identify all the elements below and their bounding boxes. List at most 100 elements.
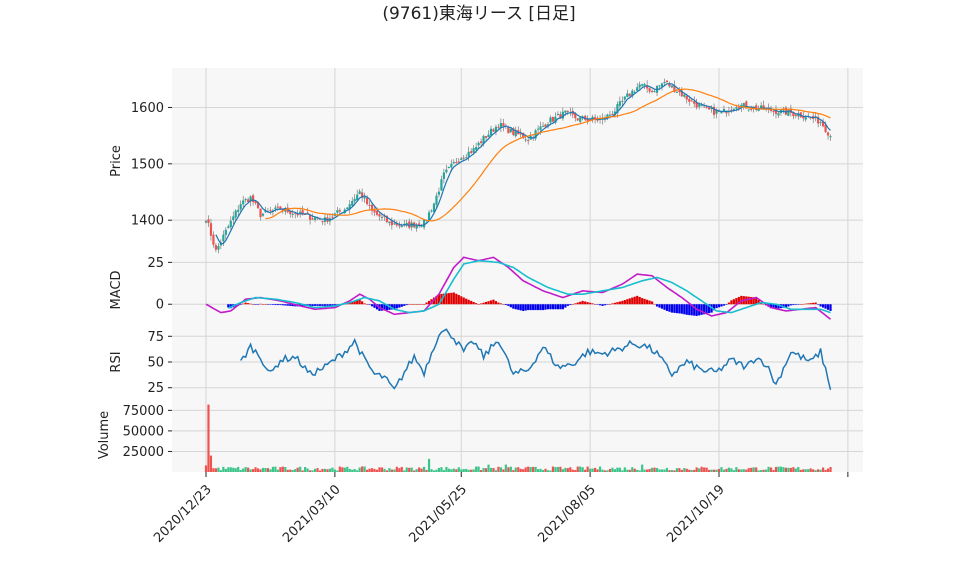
price-candle-down bbox=[370, 204, 374, 211]
volume-bar bbox=[660, 469, 664, 472]
volume-bar bbox=[467, 469, 470, 472]
volume-bar bbox=[782, 467, 785, 472]
price-candle-down bbox=[586, 119, 589, 121]
macd-histogram-bar bbox=[467, 299, 470, 305]
volume-bar bbox=[316, 468, 319, 472]
macd-histogram-bar bbox=[504, 304, 507, 306]
volume-bar bbox=[279, 467, 282, 472]
macd-histogram-bar bbox=[707, 304, 711, 314]
volume-bar bbox=[720, 467, 723, 472]
rsi-y-tick-label: 50 bbox=[147, 356, 164, 371]
volume-bar bbox=[333, 469, 336, 472]
volume-bar bbox=[715, 469, 718, 472]
macd-histogram-bar bbox=[519, 304, 522, 311]
macd-histogram-bar bbox=[777, 304, 780, 309]
macd-histogram-bar bbox=[450, 292, 453, 305]
macd-histogram-bar bbox=[418, 304, 421, 305]
x-tick-label: 2021/03/10 bbox=[280, 482, 344, 546]
volume-bar bbox=[214, 468, 218, 472]
price-candle-up bbox=[336, 210, 339, 213]
volume-bar bbox=[707, 469, 711, 472]
volume-bar bbox=[705, 467, 708, 472]
volume-bar bbox=[703, 467, 706, 472]
macd-histogram-bar bbox=[685, 304, 688, 315]
price-candle-up bbox=[626, 93, 629, 97]
macd-histogram-bar bbox=[693, 304, 696, 316]
volume-bar bbox=[430, 469, 433, 472]
volume-bar bbox=[695, 467, 698, 472]
price-candle-down bbox=[279, 206, 282, 210]
volume-bar bbox=[688, 469, 691, 472]
volume-bar bbox=[455, 469, 458, 472]
volume-bar bbox=[479, 470, 483, 472]
macd-histogram-bar bbox=[239, 304, 242, 305]
volume-bar bbox=[529, 467, 532, 472]
volume-bar bbox=[502, 469, 505, 472]
panel-bg-price bbox=[172, 68, 863, 254]
macd-histogram-bar bbox=[507, 304, 510, 306]
price-candle-down bbox=[817, 116, 820, 124]
macd-histogram-bar bbox=[663, 304, 666, 310]
volume-bar bbox=[440, 467, 443, 472]
macd-histogram-bar bbox=[447, 293, 450, 305]
macd-histogram-bar bbox=[517, 304, 520, 310]
volume-bar bbox=[544, 468, 547, 472]
volume-bar bbox=[395, 466, 398, 472]
volume-bar bbox=[351, 469, 354, 472]
macd-histogram-bar bbox=[821, 304, 825, 308]
price-candle-down bbox=[794, 114, 797, 116]
price-candle-down bbox=[826, 132, 830, 136]
volume-bar bbox=[593, 467, 597, 472]
price-y-tick-label: 1600 bbox=[131, 101, 164, 116]
price-candle-up bbox=[249, 196, 252, 202]
macd-histogram-bar bbox=[489, 300, 493, 305]
macd-histogram-bar bbox=[482, 302, 485, 305]
volume-bar bbox=[740, 469, 743, 472]
macd-histogram-bar bbox=[242, 303, 245, 305]
macd-histogram-bar bbox=[593, 304, 597, 305]
price-candle-down bbox=[484, 136, 488, 138]
macd-histogram-bar bbox=[576, 302, 579, 305]
vol-y-tick-label: 75000 bbox=[123, 404, 164, 419]
price-candle-up bbox=[720, 111, 723, 114]
volume-bar bbox=[569, 467, 572, 472]
price-candle-up bbox=[224, 229, 227, 235]
macd-histogram-bar bbox=[720, 304, 723, 307]
macd-histogram-bar bbox=[680, 304, 683, 314]
price-candle-up bbox=[261, 213, 265, 216]
price-candle-down bbox=[289, 210, 292, 215]
volume-bar bbox=[586, 466, 589, 472]
price-candle-up bbox=[787, 109, 790, 116]
volume-bar bbox=[807, 469, 810, 472]
price-candle-down bbox=[373, 209, 376, 213]
volume-bar bbox=[269, 469, 272, 472]
macd-histogram-bar bbox=[460, 296, 463, 305]
price-candle-down bbox=[650, 90, 654, 92]
price-candle-down bbox=[678, 90, 681, 93]
volume-bar bbox=[712, 469, 716, 472]
volume-bar bbox=[514, 467, 517, 472]
price-candle-up bbox=[363, 197, 366, 199]
macd-histogram-bar bbox=[326, 304, 329, 306]
macd-histogram-bar bbox=[715, 304, 718, 309]
macd-histogram-bar bbox=[323, 304, 327, 306]
volume-bar bbox=[400, 466, 403, 472]
volume-bar bbox=[561, 469, 564, 472]
volume-bar bbox=[750, 467, 753, 472]
panel-bg-macd bbox=[172, 254, 863, 326]
volume-bar bbox=[534, 466, 537, 472]
macd-histogram-bar bbox=[333, 304, 336, 306]
volume-bar bbox=[331, 467, 334, 472]
volume-bar bbox=[435, 469, 438, 472]
price-candle-up bbox=[613, 111, 617, 115]
volume-bar bbox=[487, 464, 490, 472]
macd-histogram-bar bbox=[492, 299, 495, 305]
volume-bar bbox=[670, 470, 674, 472]
price-candle-down bbox=[522, 132, 525, 139]
macd-histogram-bar bbox=[571, 304, 574, 305]
price-candle-up bbox=[234, 210, 237, 218]
price-candle-up bbox=[641, 84, 644, 86]
macd-histogram-bar bbox=[633, 296, 636, 305]
price-candle-up bbox=[541, 125, 545, 127]
price-candle-down bbox=[321, 221, 324, 223]
